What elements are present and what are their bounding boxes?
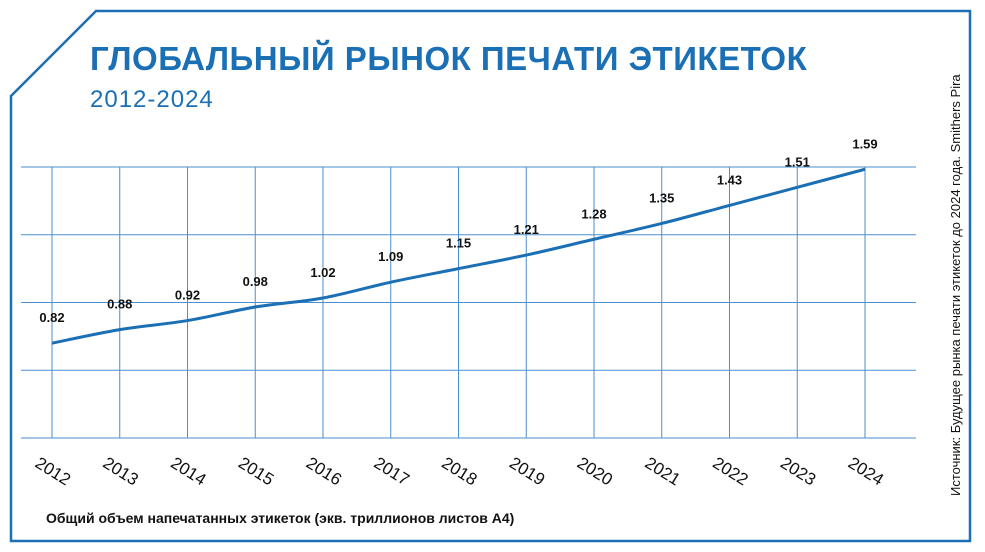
data-label: 1.09	[378, 249, 403, 264]
data-label: 1.02	[310, 265, 335, 280]
x-tick-label: 2014	[167, 453, 209, 489]
chart-subtitle: 2012-2024	[90, 86, 214, 113]
data-label: 1.28	[581, 206, 606, 221]
x-tick-label: 2020	[574, 453, 616, 489]
data-label: 1.51	[785, 154, 810, 169]
x-tick-label: 2012	[32, 453, 74, 489]
data-label: 1.35	[649, 190, 674, 205]
data-label: 0.98	[243, 274, 268, 289]
data-label: 1.59	[852, 136, 877, 151]
x-tick-label: 2019	[506, 453, 548, 489]
grid-horizontal	[21, 166, 916, 439]
data-labels: 0.82 0.88 0.92 0.98 1.02 1.09 1.15 1.21 1.28 1.35…	[39, 136, 877, 325]
data-label: 1.43	[717, 172, 742, 187]
x-tick-label: 2015	[235, 453, 277, 489]
x-tick-label: 2016	[303, 453, 345, 489]
x-tick-label: 2022	[709, 453, 751, 489]
data-label: 0.82	[39, 310, 64, 325]
source-note: Источник: Будущее рынка печати этикеток …	[948, 74, 963, 496]
chart-title: ГЛОБАЛЬНЫЙ РЫНОК ПЕЧАТИ ЭТИКЕТОК	[90, 40, 808, 77]
data-label: 0.92	[175, 288, 200, 303]
x-tick-label: 2024	[845, 453, 887, 489]
x-tick-label: 2017	[371, 453, 413, 489]
x-tick-label: 2023	[777, 453, 819, 489]
data-label: 0.88	[107, 297, 132, 312]
x-tick-label: 2013	[100, 453, 142, 489]
data-label: 1.21	[514, 222, 539, 237]
x-tick-label: 2018	[438, 453, 480, 489]
series-line	[51, 167, 866, 345]
data-label: 1.15	[446, 236, 471, 251]
x-tick-label: 2021	[642, 453, 684, 489]
x-axis-caption: Общий объем напечатанных этикеток (экв. …	[46, 510, 515, 526]
x-tick-labels: 2012 2013 2014 2015 2016 2017 2018 2019 2020 2021…	[32, 453, 887, 489]
